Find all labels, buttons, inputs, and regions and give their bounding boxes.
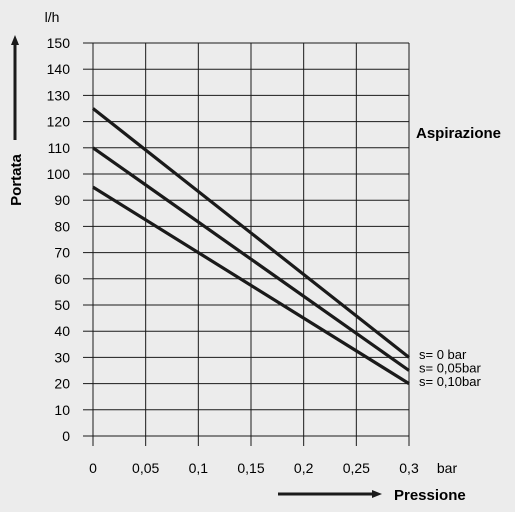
- legend-entry-1: s= 0 bar: [419, 347, 467, 362]
- x-tick-label: 0,3: [399, 460, 419, 476]
- legend-entry-3: s= 0,10bar: [419, 374, 481, 389]
- y-unit-label: l/h: [45, 9, 60, 25]
- y-tick-label: 150: [47, 35, 71, 51]
- x-axis-title: Pressione: [394, 487, 466, 504]
- y-tick-label: 90: [54, 192, 70, 208]
- y-tick-label: 80: [54, 218, 70, 234]
- y-tick-label: 30: [54, 349, 70, 365]
- series-line-3: [92, 185, 410, 385]
- y-tick-label: 100: [47, 166, 71, 182]
- x-tick-label: 0,05: [132, 460, 159, 476]
- x-unit-label: bar: [437, 460, 458, 476]
- y-tick-label: 140: [47, 61, 71, 77]
- x-tick-label: 0,15: [237, 460, 264, 476]
- y-tick-label: 130: [47, 87, 71, 103]
- x-tick-label: 0,2: [294, 460, 314, 476]
- y-tick-label: 40: [54, 323, 70, 339]
- y-tick-label: 0: [62, 428, 70, 444]
- grid: [83, 42, 410, 446]
- series-line-1: [92, 107, 410, 359]
- x-tick-label: 0: [89, 460, 97, 476]
- legend-title: Aspirazione: [416, 125, 501, 142]
- y-tick-label: 110: [48, 140, 71, 156]
- y-tick-label: 70: [54, 245, 70, 261]
- y-tick-label: 60: [54, 271, 70, 287]
- y-tick-label: 120: [47, 114, 71, 130]
- series-lines: [92, 107, 410, 385]
- legend-entry-2: s= 0,05bar: [419, 361, 481, 376]
- series-line-2: [92, 146, 410, 372]
- x-tick-label: 0,1: [189, 460, 209, 476]
- y-tick-label: 50: [54, 297, 70, 313]
- y-tick-label: 10: [54, 402, 70, 418]
- y-axis-title: Portata: [8, 154, 25, 206]
- y-tick-label: 20: [54, 376, 70, 392]
- tick-labels: 0 10 20 30 40 50 60 70 80 90 100 110 120 130 140 150 0 0,…: [47, 35, 419, 476]
- x-tick-label: 0,25: [343, 460, 370, 476]
